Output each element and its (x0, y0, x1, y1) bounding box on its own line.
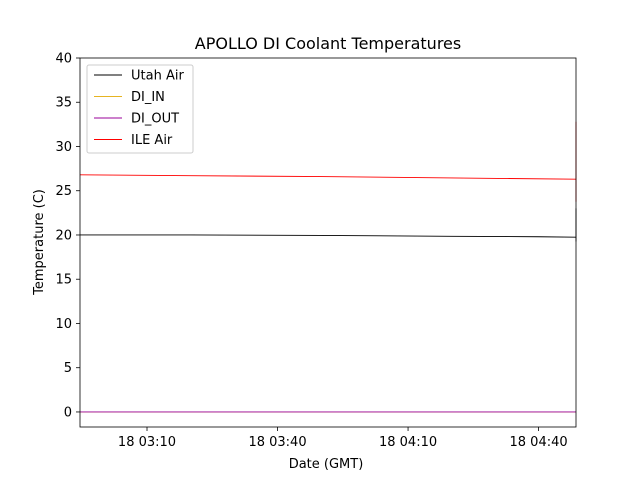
legend: Utah Air DI_IN DI_OUT ILE Air (86, 64, 194, 154)
y-axis-label: Temperature (C) (32, 189, 47, 296)
legend-label: DI_IN (131, 90, 165, 105)
legend-label: Utah Air (131, 69, 184, 84)
y-tick-label: 10 (55, 317, 72, 332)
x-tick-label: 18 04:40 (510, 435, 568, 450)
chart-title: APOLLO DI Coolant Temperatures (195, 34, 461, 53)
y-tick-label: 40 (55, 52, 72, 67)
y-tick-label: 25 (55, 184, 72, 199)
legend-label: DI_OUT (131, 112, 179, 127)
x-axis-label: Date (GMT) (289, 457, 364, 472)
x-tick-label: 18 03:40 (248, 435, 306, 450)
legend-label: ILE Air (131, 133, 173, 148)
x-tick-label: 18 03:10 (118, 435, 176, 450)
y-tick-label: 35 (55, 96, 72, 111)
y-tick-label: 5 (64, 361, 72, 376)
y-tick-label: 30 (55, 140, 72, 155)
x-tick-label: 18 04:10 (379, 435, 437, 450)
legend-box (86, 64, 194, 154)
y-tick-label: 15 (55, 273, 72, 288)
y-axis: 0 5 10 15 20 25 30 35 40 (55, 52, 80, 420)
plot-frame (79, 57, 577, 428)
y-tick-label: 0 (64, 405, 72, 420)
y-tick-label: 20 (55, 228, 72, 243)
